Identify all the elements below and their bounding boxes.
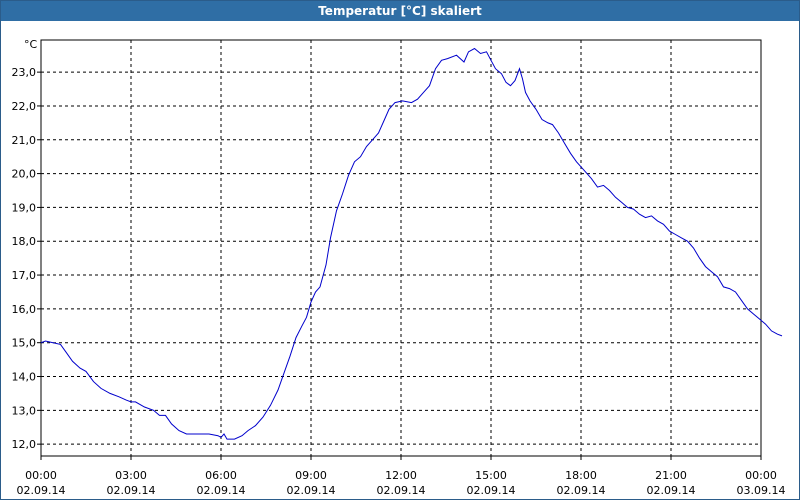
x-tick-date-label: 02.09.14 [107,484,156,497]
grid-lines [41,40,761,456]
y-tick-label: 22,0 [12,100,37,113]
y-axis-ticks: 12,0 13,0 14,0 15,0 16,0 17,0 18,0 19,0 20,0 21,0… [12,66,41,451]
y-tick-label: 21,0 [12,134,37,147]
y-tick-label: 14,0 [12,371,37,384]
y-tick-label: 15,0 [12,337,37,350]
y-tick-label: 20,0 [12,168,37,181]
x-tick-date-label: 02.09.14 [17,484,66,497]
temperature-line [40,47,783,440]
y-tick-label: 13,0 [12,404,37,417]
x-tick-time-label: 15:00 [475,469,507,482]
x-tick-date-label: 02.09.14 [647,484,696,497]
y-tick-label: 12,0 [12,438,37,451]
y-tick-label: 19,0 [12,201,37,214]
x-tick-date-label: 02.09.14 [377,484,426,497]
y-axis-unit-label: °C [24,38,38,51]
x-axis-ticks: 00:00 02.09.14 03:00 02.09.14 06:00 02.09.14 0… [17,456,786,497]
window-title: Temperatur [°C] skaliert [1,1,799,21]
y-tick-label: 18,0 [12,235,37,248]
x-tick-time-label: 12:00 [385,469,417,482]
x-tick-date-label: 03.09.14 [737,484,786,497]
x-tick-time-label: 18:00 [565,469,597,482]
y-tick-label: 23,0 [12,66,37,79]
x-tick-time-label: 00:00 [745,469,777,482]
x-tick-time-label: 03:00 [115,469,147,482]
x-tick-time-label: 21:00 [655,469,687,482]
x-tick-time-label: 06:00 [205,469,237,482]
x-tick-time-label: 09:00 [295,469,327,482]
x-tick-date-label: 02.09.14 [467,484,516,497]
x-tick-date-label: 02.09.14 [197,484,246,497]
x-tick-date-label: 02.09.14 [287,484,336,497]
x-tick-date-label: 02.09.14 [557,484,606,497]
y-tick-label: 17,0 [12,269,37,282]
x-tick-time-label: 00:00 [25,469,57,482]
y-tick-label: 16,0 [12,303,37,316]
